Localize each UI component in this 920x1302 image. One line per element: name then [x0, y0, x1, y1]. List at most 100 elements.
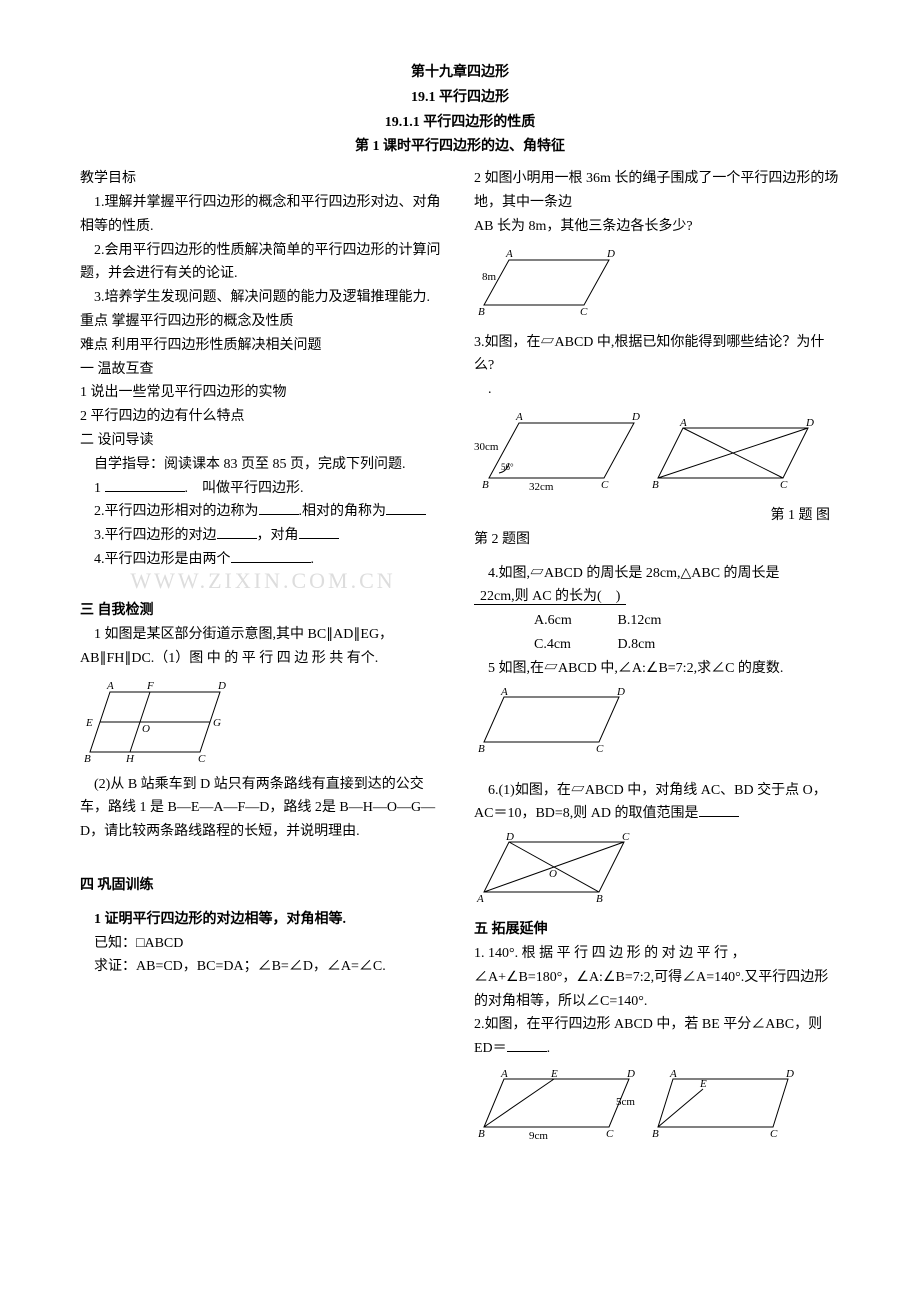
lbl: D	[505, 832, 514, 843]
s3-q2: (2)从 B 站乘车到 D 站只有两条路线有直接到达的公交车，路线 1 是 B—…	[80, 773, 446, 844]
choice-c: C.4cm	[534, 633, 614, 657]
figure-a2b: A D E B C	[648, 1067, 798, 1147]
figure-row-2: A E D B C 5cm 9cm A D E B	[474, 1061, 840, 1153]
s1-item-2: 2 平行四边的边有什么特点	[80, 405, 446, 429]
section-title: 19.1 平行四边形	[80, 86, 840, 110]
figure-q2: A D B C 8m	[474, 245, 624, 325]
s2-q3-a: 3.平行四边形的对边	[94, 528, 217, 543]
section-3-heading: 三 自我检测	[80, 599, 446, 623]
q4-line1: 4.如图,▱ABCD 的周长是 28cm,△ABC 的周长是	[474, 562, 840, 586]
lbl: B	[652, 479, 659, 491]
lbl: A	[505, 248, 513, 260]
q4-line2: 22cm,则 AC 的长为( )	[474, 585, 840, 609]
spacer	[474, 763, 840, 779]
lbl: B	[596, 893, 603, 905]
lbl: B	[478, 306, 485, 318]
lbl: G	[213, 717, 221, 729]
s2-q3: 3.平行四边形的对边 ，对角	[80, 524, 446, 548]
lbl: B	[478, 743, 485, 755]
page-header: 第十九章四边形 19.1 平行四边形 19.1.1 平行四边形的性质 第 1 课…	[80, 61, 840, 159]
q6-text: 6.(1)如图，在▱ABCD 中，对角线 AC、BD 交于点 O，AC＝10，B…	[474, 783, 827, 822]
blank	[507, 1037, 547, 1052]
lbl: C	[601, 479, 609, 491]
answer-1: 1. 140°. 根 据 平 行 四 边 形 的 对 边 平 行 ，∠A+∠B=…	[474, 942, 840, 1013]
right-column: 2 如图小明用一根 36m 长的绳子围成了一个平行四边形的场地，其中一条边 AB…	[474, 167, 840, 1153]
lbl: 5cm	[616, 1096, 635, 1108]
lbl: C	[198, 753, 206, 765]
lbl: C	[780, 479, 788, 491]
figure-q3b: A D B C	[648, 418, 818, 498]
lbl: 56°	[501, 462, 514, 472]
s4-q1: 1 证明平行四边形的对边相等，对角相等.	[80, 908, 446, 932]
s2-q3-b: ，对角	[257, 528, 299, 543]
subsection-title: 19.1.1 平行四边形的性质	[80, 111, 840, 135]
lbl: H	[125, 753, 135, 765]
lbl: D	[217, 680, 226, 692]
lbl: B	[482, 479, 489, 491]
s2-q2-b: .相对的角称为	[299, 504, 387, 519]
lbl: B	[652, 1128, 659, 1140]
choice-b: B.12cm	[618, 613, 662, 628]
s2-q1-a: 1	[94, 481, 105, 496]
watermark: WWW.ZIXIN.COM.CN	[80, 562, 446, 599]
lbl: 8m	[482, 271, 497, 283]
lbl: A	[669, 1068, 677, 1080]
blank	[217, 524, 257, 539]
keypoint: 重点 掌握平行四边形的概念及性质	[80, 310, 446, 334]
lbl: O	[142, 723, 150, 735]
s2-q2: 2.平行四边形相对的边称为.相对的角称为	[80, 500, 446, 524]
choice-a: A.6cm	[534, 609, 614, 633]
blank	[299, 524, 339, 539]
s1-item-1: 1 说出一些常见平行四边形的实物	[80, 381, 446, 405]
s2-q1: 1 . 叫做平行四边形.	[80, 477, 446, 501]
lbl: E	[550, 1068, 558, 1080]
q2-line2: AB 长为 8m，其他三条边各长多少?	[474, 215, 840, 239]
lbl: F	[146, 680, 154, 692]
objective-1: 1.理解并掌握平行四边形的概念和平行四边形对边、对角相等的性质.	[80, 191, 446, 239]
q4-underline: 22cm,则 AC 的长为( )	[474, 589, 626, 605]
lbl: D	[805, 418, 814, 429]
lbl: C	[606, 1128, 614, 1140]
content-columns: 教学目标 1.理解并掌握平行四边形的概念和平行四边形对边、对角相等的性质. 2.…	[80, 167, 840, 1153]
figure-row: A D B C 30cm 56° 32cm A D B	[474, 402, 840, 504]
q2-line1: 2 如图小明用一根 36m 长的绳子围成了一个平行四边形的场地，其中一条边	[474, 167, 840, 215]
lbl: A	[500, 1068, 508, 1080]
difficulty: 难点 利用平行四边形性质解决相关问题	[80, 334, 446, 358]
a2-b: .	[547, 1041, 551, 1056]
s3-q1: 1 如图是某区部分街道示意图,其中 BC∥AD∥EG，AB∥FH∥DC.（1）图…	[80, 623, 446, 671]
figure-q3a: A D B C 30cm 56° 32cm	[474, 408, 644, 498]
lbl: C	[596, 743, 604, 755]
section-2-heading: 二 设问导读	[80, 429, 446, 453]
q3: 3.如图，在▱ABCD 中,根据已知你能得到哪些结论？为什么?	[474, 331, 840, 379]
q3-dot: .	[474, 378, 840, 402]
blank	[386, 500, 426, 515]
lbl: 30cm	[474, 441, 499, 453]
left-column: 教学目标 1.理解并掌握平行四边形的概念和平行四边形对边、对角相等的性质. 2.…	[80, 167, 446, 1153]
section-1-heading: 一 温故互查	[80, 358, 446, 382]
spacer	[80, 898, 446, 908]
spacer	[474, 552, 840, 562]
figure-q6: D C A B O	[474, 832, 634, 912]
lbl: D	[631, 411, 640, 423]
caption-1: 第 1 题 图	[474, 504, 840, 528]
lbl: C	[770, 1128, 778, 1140]
lbl: D	[785, 1068, 794, 1080]
answer-2: 2.如图，在平行四边形 ABCD 中，若 BE 平分∠ABC，则 ED＝.	[474, 1013, 840, 1061]
q6: 6.(1)如图，在▱ABCD 中，对角线 AC、BD 交于点 O，AC＝10，B…	[474, 779, 840, 827]
q5: 5 如图,在▱ABCD 中,∠A:∠B=7:2,求∠C 的度数.	[474, 657, 840, 681]
figure-street-diagram: A F D E O G B H C	[80, 677, 240, 767]
blank	[259, 500, 299, 515]
objectives-heading: 教学目标	[80, 167, 446, 191]
lbl: O	[549, 868, 557, 880]
spacer	[80, 844, 446, 874]
lbl: D	[626, 1068, 635, 1080]
lbl: E	[699, 1078, 707, 1090]
lbl: B	[84, 753, 91, 765]
section-4-heading: 四 巩固训练	[80, 874, 446, 898]
lbl: D	[616, 687, 625, 698]
lbl: C	[622, 832, 630, 843]
s2-q1-b: . 叫做平行四边形.	[185, 481, 304, 496]
choices-row2: C.4cm D.8cm	[474, 633, 840, 657]
objective-2: 2.会用平行四边形的性质解决简单的平行四边形的计算问题，并会进行有关的论证.	[80, 239, 446, 287]
lbl: A	[679, 418, 687, 429]
